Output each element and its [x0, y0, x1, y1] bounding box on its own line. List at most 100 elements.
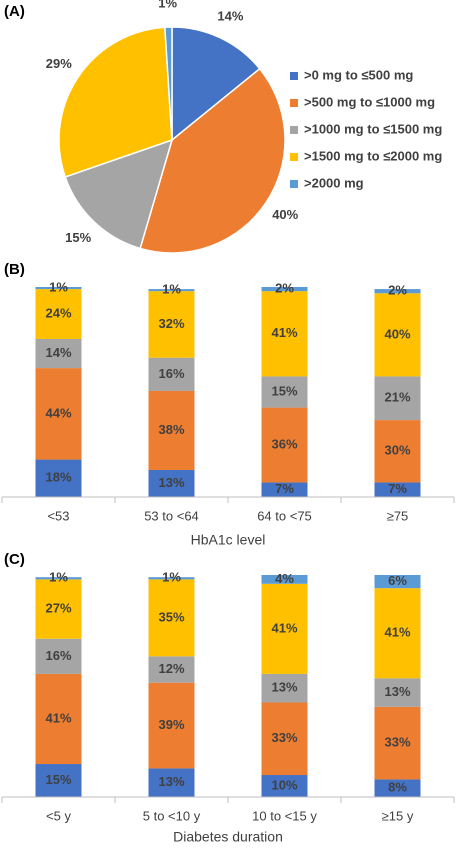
bar-segment	[374, 706, 421, 780]
bar-segment	[374, 420, 421, 483]
segment-label: 2%	[275, 281, 294, 296]
bar-segment	[35, 338, 82, 369]
segment-label: 41%	[271, 325, 297, 340]
pie-slice	[139, 67, 286, 254]
segment-label: 36%	[271, 436, 297, 451]
panel-title: (B)	[4, 261, 25, 278]
segment-label: 12%	[158, 661, 184, 676]
segment-label: 13%	[158, 774, 184, 789]
segment-label: 7%	[388, 481, 407, 496]
legend-swatch	[290, 72, 298, 80]
segment-label: 13%	[384, 684, 410, 699]
legend-label: >0 mg to ≤500 mg	[304, 67, 413, 82]
legend-label: >2000 mg	[304, 175, 364, 190]
x-tick-label: ≥75	[387, 508, 409, 523]
pie-slice	[64, 138, 174, 250]
pie-slice	[171, 26, 261, 142]
bar-segment	[35, 579, 82, 639]
bar-segment	[374, 779, 421, 797]
segment-label: 1%	[49, 570, 68, 585]
segment-label: 6%	[388, 573, 407, 588]
segment-label: 4%	[275, 571, 294, 586]
bar-segment	[261, 291, 308, 377]
bar-segment	[148, 357, 195, 391]
segment-label: 38%	[158, 422, 184, 437]
bar-segment	[35, 287, 82, 290]
bar-segment	[374, 376, 421, 421]
segment-label: 39%	[158, 717, 184, 732]
legend-label: >1000 mg to ≤1500 mg	[304, 121, 442, 136]
bar-segment	[374, 588, 421, 679]
legend-swatch	[290, 99, 298, 107]
segment-label: 41%	[384, 625, 410, 640]
bar-segment	[261, 775, 308, 797]
bar-segment	[35, 368, 82, 460]
bar-segment	[261, 583, 308, 674]
x-tick-label: <5 y	[46, 808, 71, 823]
segment-label: 35%	[158, 609, 184, 624]
segment-label: 41%	[45, 710, 71, 725]
x-axis-title: Diabetes duration	[173, 829, 283, 845]
slice-label: 14%	[217, 9, 243, 24]
bar-segment	[148, 289, 195, 292]
segment-label: 27%	[45, 601, 71, 616]
segment-label: 41%	[271, 620, 297, 635]
segment-label: 33%	[384, 735, 410, 750]
segment-label: 24%	[45, 305, 71, 320]
bar-segment	[148, 291, 195, 358]
pie-slice	[164, 26, 173, 141]
bar-segment	[35, 673, 82, 765]
bar-segment	[148, 577, 195, 580]
segment-label: 16%	[45, 648, 71, 663]
legend-swatch	[290, 153, 298, 161]
x-axis-title: HbA1c level	[191, 532, 266, 548]
segment-label: 1%	[162, 570, 181, 585]
bar-segment	[261, 376, 308, 408]
slice-label: 15%	[65, 230, 91, 245]
legend-swatch	[290, 126, 298, 134]
segment-label: 15%	[45, 772, 71, 787]
legend-swatch	[290, 180, 298, 188]
segment-label: 2%	[388, 283, 407, 298]
bar-segment	[374, 482, 421, 497]
pie-slice	[58, 26, 173, 178]
segment-label: 21%	[384, 390, 410, 405]
segment-label: 18%	[45, 470, 71, 485]
segment-label: 13%	[271, 680, 297, 695]
slice-label: 29%	[46, 56, 72, 71]
slice-label: 1%	[158, 0, 177, 11]
bar-segment	[35, 459, 82, 497]
segment-label: 1%	[162, 282, 181, 297]
bar-segment	[374, 678, 421, 707]
bar-segment	[374, 575, 421, 589]
bar-segment	[148, 656, 195, 683]
segment-label: 30%	[384, 443, 410, 458]
bar-segment	[374, 289, 421, 294]
bar-segment	[148, 390, 195, 470]
bar-segment	[35, 577, 82, 580]
x-tick-label: ≥15 y	[382, 808, 414, 823]
panel-title: (C)	[4, 551, 25, 568]
bar-segment	[148, 469, 195, 497]
segment-label: 14%	[45, 345, 71, 360]
x-tick-label: 5 to <10 y	[143, 808, 201, 823]
bar-segment	[261, 673, 308, 703]
bar-segment	[148, 579, 195, 657]
segment-label: 1%	[49, 279, 68, 294]
segment-label: 8%	[388, 780, 407, 795]
legend-label: >500 mg to ≤1000 mg	[304, 94, 435, 109]
panel-title: (A)	[4, 3, 25, 20]
x-tick-label: 64 to <75	[257, 508, 312, 523]
segment-label: 10%	[271, 777, 297, 792]
legend-label: >1500 mg to ≤2000 mg	[304, 148, 442, 163]
segment-label: 7%	[275, 481, 294, 496]
bar-segment	[148, 682, 195, 769]
bar-segment	[261, 407, 308, 483]
segment-label: 33%	[271, 730, 297, 745]
segment-label: 44%	[45, 405, 71, 420]
x-tick-label: 53 to <64	[144, 508, 199, 523]
bar-segment	[148, 768, 195, 797]
bar-segment	[35, 638, 82, 674]
bar-segment	[261, 287, 308, 292]
